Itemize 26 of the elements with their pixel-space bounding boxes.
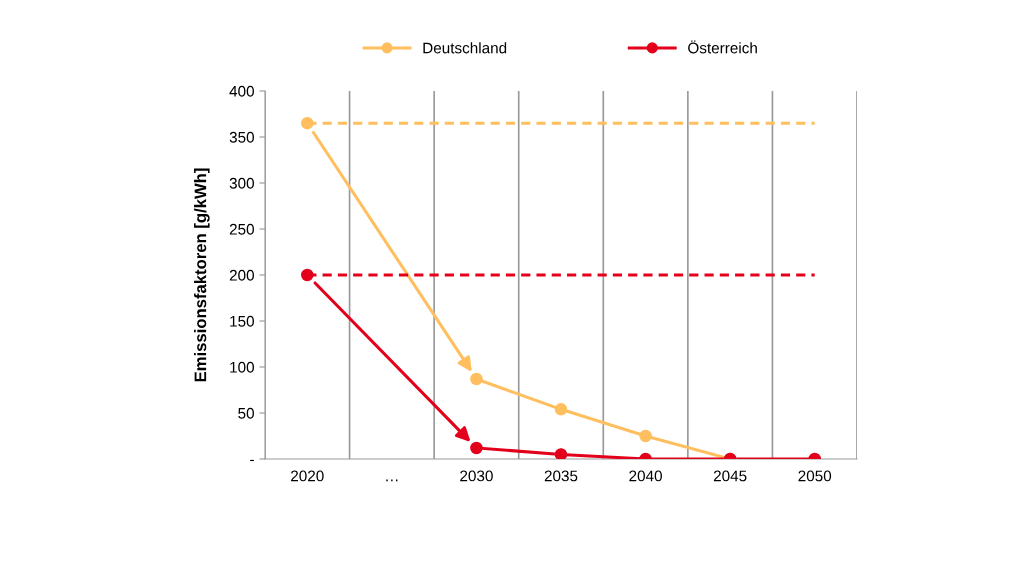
point [301,116,314,130]
point [470,372,483,386]
x-tick-label: … [386,479,398,482]
x-tick-label: 2030 [460,470,493,482]
point [301,268,314,282]
point [470,441,483,455]
x-tick-label: 2020 [291,470,324,482]
y-tick-label: 250 [229,223,254,235]
x-tick-label: 2035 [544,470,578,482]
y-tick-label: - [250,459,254,462]
point [639,429,652,443]
y-axis-title: Emissionsfaktoren [g/kWh] [194,168,210,382]
point [554,403,568,416]
y-tick-label: 50 [238,407,254,419]
y-tick-label: 350 [229,131,254,143]
x-tick-label: 2040 [629,470,662,482]
x-tick-label: 2050 [798,470,832,482]
y-tick-label: 400 [229,85,254,97]
legend-label: Deutschland [423,42,507,54]
x-tick-label: 2045 [713,470,747,482]
y-tick-label: 100 [230,361,254,373]
y-tick-label: 200 [229,269,254,281]
y-tick-label: 150 [230,315,254,327]
legend-label: Österreich [688,40,757,54]
y-tick-label: 300 [229,177,254,189]
point [554,448,568,459]
